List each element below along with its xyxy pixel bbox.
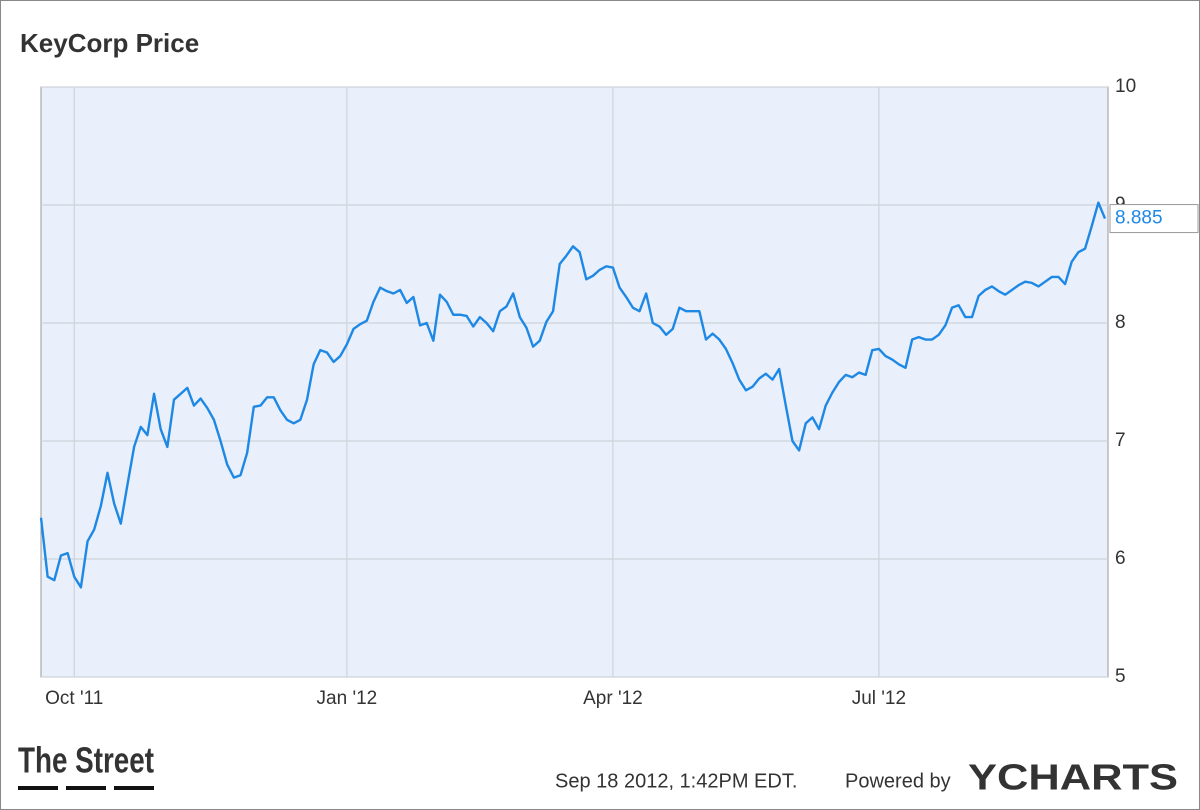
y-tick-label: 6 [1115,548,1126,569]
x-tick-label: Oct '11 [45,688,103,709]
last-value-box [1109,204,1199,234]
brand[interactable]: YCHARTS [968,757,1178,798]
y-tick-label: 5 [1115,666,1126,687]
price-line [39,201,1107,589]
x-tick-label: Jul '12 [852,688,906,709]
y-tick-label: 8 [1115,312,1126,333]
y-tick-label: 10 [1115,76,1136,97]
y-tick-label: 7 [1115,430,1126,451]
plot-area [40,86,1109,678]
chart-title: KeyCorp Price [20,28,199,58]
powered-by: Powered by [845,770,951,792]
timestamp: Sep 18 2012, 1:42PM EDT. [555,770,797,792]
last-value-label: 8.885 [1115,208,1163,229]
x-tick-label: Apr '12 [583,688,643,709]
x-tick-label: Jan '12 [317,688,378,709]
logo-bar [18,786,58,790]
logo: The Street [18,740,154,781]
logo-bar [66,786,106,790]
logo-bar [114,786,154,790]
